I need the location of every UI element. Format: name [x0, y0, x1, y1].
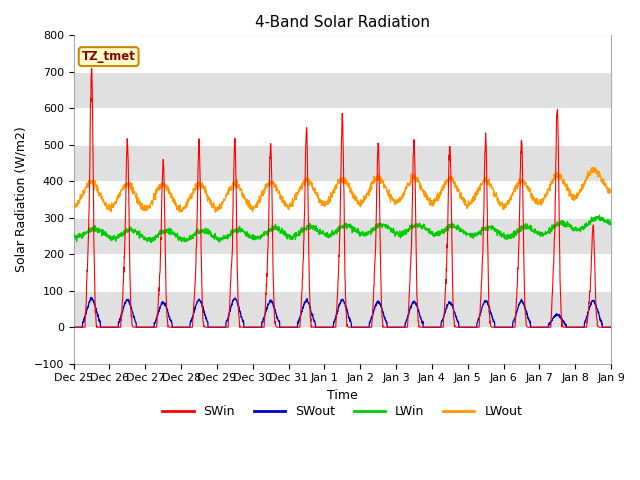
X-axis label: Time: Time	[327, 389, 358, 402]
Bar	[74, 36, 611, 72]
Bar	[74, 145, 611, 181]
Bar	[74, 327, 611, 364]
Title: 4-Band Solar Radiation: 4-Band Solar Radiation	[255, 15, 430, 30]
Bar	[74, 291, 611, 327]
Bar	[74, 181, 611, 218]
Legend: SWin, SWout, LWin, LWout: SWin, SWout, LWin, LWout	[157, 400, 527, 423]
Text: TZ_tmet: TZ_tmet	[82, 50, 136, 63]
Y-axis label: Solar Radiation (W/m2): Solar Radiation (W/m2)	[15, 127, 28, 273]
Bar	[74, 72, 611, 108]
Bar	[74, 254, 611, 291]
Bar	[74, 108, 611, 145]
Bar	[74, 218, 611, 254]
